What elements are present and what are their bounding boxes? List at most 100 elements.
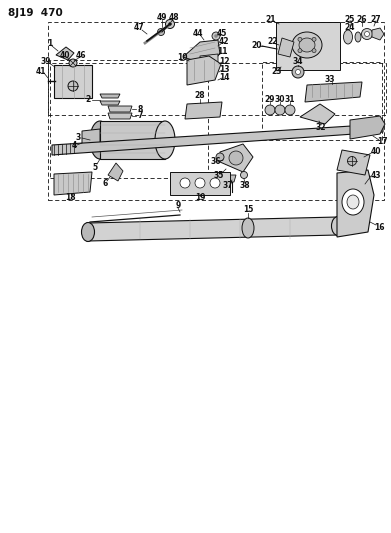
- Text: 19: 19: [195, 193, 205, 203]
- Polygon shape: [300, 104, 335, 124]
- Ellipse shape: [90, 121, 110, 159]
- Text: 8: 8: [137, 104, 143, 114]
- Polygon shape: [228, 175, 236, 182]
- Text: 3: 3: [75, 133, 81, 142]
- Text: 12: 12: [219, 56, 229, 66]
- Text: 5: 5: [92, 163, 98, 172]
- Circle shape: [215, 35, 217, 37]
- Text: 27: 27: [371, 14, 381, 23]
- Text: 31: 31: [285, 95, 295, 104]
- Polygon shape: [108, 106, 132, 112]
- Circle shape: [169, 22, 172, 26]
- Text: 10: 10: [177, 53, 187, 62]
- Text: 40: 40: [371, 147, 381, 156]
- Text: 47: 47: [134, 23, 144, 33]
- Ellipse shape: [342, 189, 364, 215]
- Ellipse shape: [292, 32, 322, 58]
- Polygon shape: [337, 170, 374, 237]
- Text: 34: 34: [293, 58, 303, 67]
- Circle shape: [348, 157, 357, 166]
- Text: 49: 49: [157, 13, 167, 22]
- Ellipse shape: [155, 121, 175, 159]
- Circle shape: [180, 178, 190, 188]
- Circle shape: [275, 105, 285, 115]
- Text: 45: 45: [217, 28, 227, 37]
- Text: 17: 17: [377, 138, 387, 147]
- Circle shape: [296, 69, 301, 75]
- Polygon shape: [350, 116, 385, 139]
- Ellipse shape: [81, 222, 95, 241]
- Polygon shape: [278, 38, 294, 57]
- Text: 11: 11: [217, 47, 227, 56]
- Bar: [48, 63, 386, 115]
- Circle shape: [240, 172, 248, 179]
- Polygon shape: [108, 113, 132, 119]
- Circle shape: [292, 66, 304, 78]
- Text: 22: 22: [268, 36, 278, 45]
- Circle shape: [229, 151, 243, 165]
- Text: 7: 7: [137, 111, 143, 120]
- Polygon shape: [100, 94, 120, 98]
- Text: 25: 25: [345, 14, 355, 23]
- Polygon shape: [170, 172, 230, 195]
- Polygon shape: [187, 56, 221, 85]
- Circle shape: [298, 37, 302, 42]
- Polygon shape: [54, 65, 92, 98]
- Text: 1: 1: [47, 39, 53, 49]
- Ellipse shape: [344, 30, 353, 44]
- Text: 2: 2: [85, 95, 91, 104]
- Text: 29: 29: [265, 95, 275, 104]
- Polygon shape: [108, 163, 123, 181]
- Polygon shape: [52, 124, 383, 155]
- Polygon shape: [200, 54, 218, 64]
- Circle shape: [285, 105, 295, 115]
- Polygon shape: [276, 22, 340, 70]
- Circle shape: [195, 178, 205, 188]
- Ellipse shape: [299, 38, 315, 52]
- Circle shape: [165, 20, 174, 28]
- Text: 21: 21: [266, 14, 276, 23]
- Text: 48: 48: [169, 13, 179, 22]
- Text: 35: 35: [214, 171, 224, 180]
- Text: 40: 40: [60, 51, 70, 60]
- Circle shape: [265, 105, 275, 115]
- Bar: [50, 60, 208, 178]
- Text: 32: 32: [316, 123, 326, 132]
- Text: 4: 4: [72, 141, 77, 150]
- Polygon shape: [183, 40, 220, 64]
- Circle shape: [68, 81, 78, 91]
- Text: 37: 37: [223, 181, 233, 190]
- Text: 14: 14: [219, 72, 229, 82]
- Text: 28: 28: [195, 92, 205, 101]
- Ellipse shape: [347, 195, 359, 209]
- Polygon shape: [372, 28, 384, 40]
- Text: 38: 38: [240, 181, 250, 190]
- Text: 33: 33: [325, 76, 335, 85]
- Text: 18: 18: [65, 193, 75, 203]
- Bar: [262, 62, 382, 140]
- Circle shape: [362, 28, 373, 39]
- Circle shape: [216, 153, 224, 161]
- Circle shape: [364, 31, 369, 36]
- Text: 20: 20: [252, 42, 262, 51]
- Text: 8J19  470: 8J19 470: [8, 8, 63, 18]
- Polygon shape: [82, 129, 100, 149]
- Bar: [48, 22, 384, 200]
- Ellipse shape: [332, 216, 344, 236]
- Text: 15: 15: [243, 206, 253, 214]
- Circle shape: [312, 37, 316, 42]
- Text: 41: 41: [36, 67, 46, 76]
- Bar: [100, 121, 165, 159]
- Text: 44: 44: [193, 29, 203, 38]
- Text: 24: 24: [345, 23, 355, 33]
- Text: 9: 9: [176, 201, 181, 211]
- Polygon shape: [337, 150, 370, 175]
- Text: 26: 26: [357, 14, 367, 23]
- Circle shape: [158, 28, 165, 36]
- Polygon shape: [305, 82, 362, 102]
- Circle shape: [312, 49, 316, 53]
- Polygon shape: [88, 217, 338, 241]
- Text: 42: 42: [219, 37, 229, 46]
- Ellipse shape: [242, 218, 254, 238]
- Polygon shape: [54, 172, 92, 195]
